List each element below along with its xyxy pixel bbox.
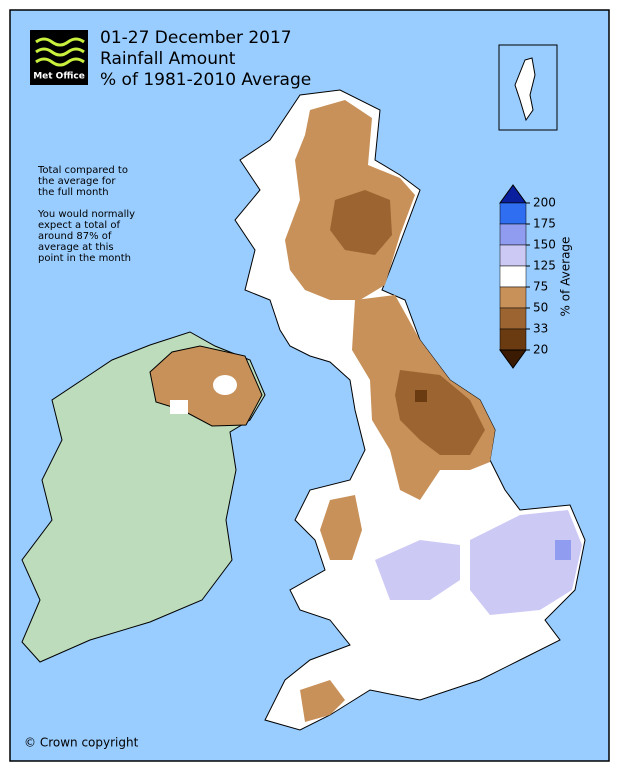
copyright: © Crown copyright [24,736,139,750]
legend-tick-label: 150 [533,238,556,252]
scotland-very-dry [330,190,392,255]
legend-arrow-bottom [499,349,527,369]
note-line: point in the month [38,253,131,264]
extreme-dry-cell [415,390,427,402]
legend-band [499,307,527,330]
note-line: You would normally [37,209,135,220]
legend-tick-label: 20 [533,343,548,357]
legend-band [499,202,527,225]
legend: 200 175 150 125 75 50 33 20 % of Average [499,184,573,369]
legend-band [499,328,527,351]
inset-box [498,44,558,131]
legend-band [499,244,527,267]
legend-tick-label: 50 [533,301,548,315]
note-line: expect a total of [38,220,120,231]
wales-dry [320,495,362,560]
legend-tick-label: 200 [533,196,556,210]
lough-neagh-area [213,375,237,395]
title-line: Rainfall Amount [100,49,236,69]
southwest-dry [300,680,345,722]
legend-band [499,223,527,246]
wet-cell [555,540,571,560]
note-line: average at this [38,242,114,253]
note-line: Total compared to [37,165,128,176]
legend-tick-label: 75 [533,280,548,294]
logo-waves [35,37,85,67]
legend-tick-label: 125 [533,259,556,273]
ni-patch [170,400,188,414]
legend-tick-label: 175 [533,217,556,231]
legend-title: % of Average [559,237,573,317]
east-anglia-wet [470,510,582,615]
legend-band [499,265,527,288]
legend-tick-label: 33 [533,322,548,336]
note-line: around 87% of [38,231,112,242]
shetland [514,57,536,122]
title-line: 01-27 December 2017 [100,28,292,48]
note-line: the average for [38,176,116,187]
logo-text: Met Office [33,72,85,82]
legend-band [499,286,527,309]
midlands-wet [375,540,460,600]
note-line: the full month [38,187,109,198]
title-line: % of 1981-2010 Average [100,70,311,90]
